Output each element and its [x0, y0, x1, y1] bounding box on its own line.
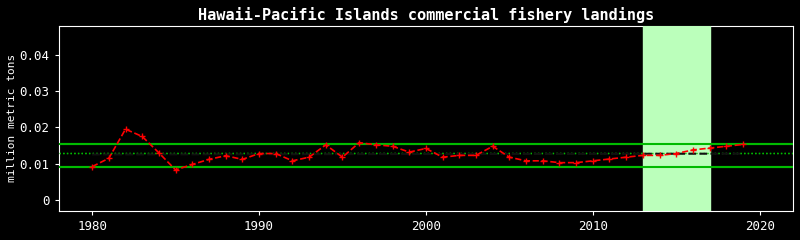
Y-axis label: million metric tons: million metric tons	[7, 54, 17, 182]
Bar	[643, 25, 710, 211]
Title: Hawaii-Pacific Islands commercial fishery landings: Hawaii-Pacific Islands commercial fisher…	[198, 7, 654, 23]
